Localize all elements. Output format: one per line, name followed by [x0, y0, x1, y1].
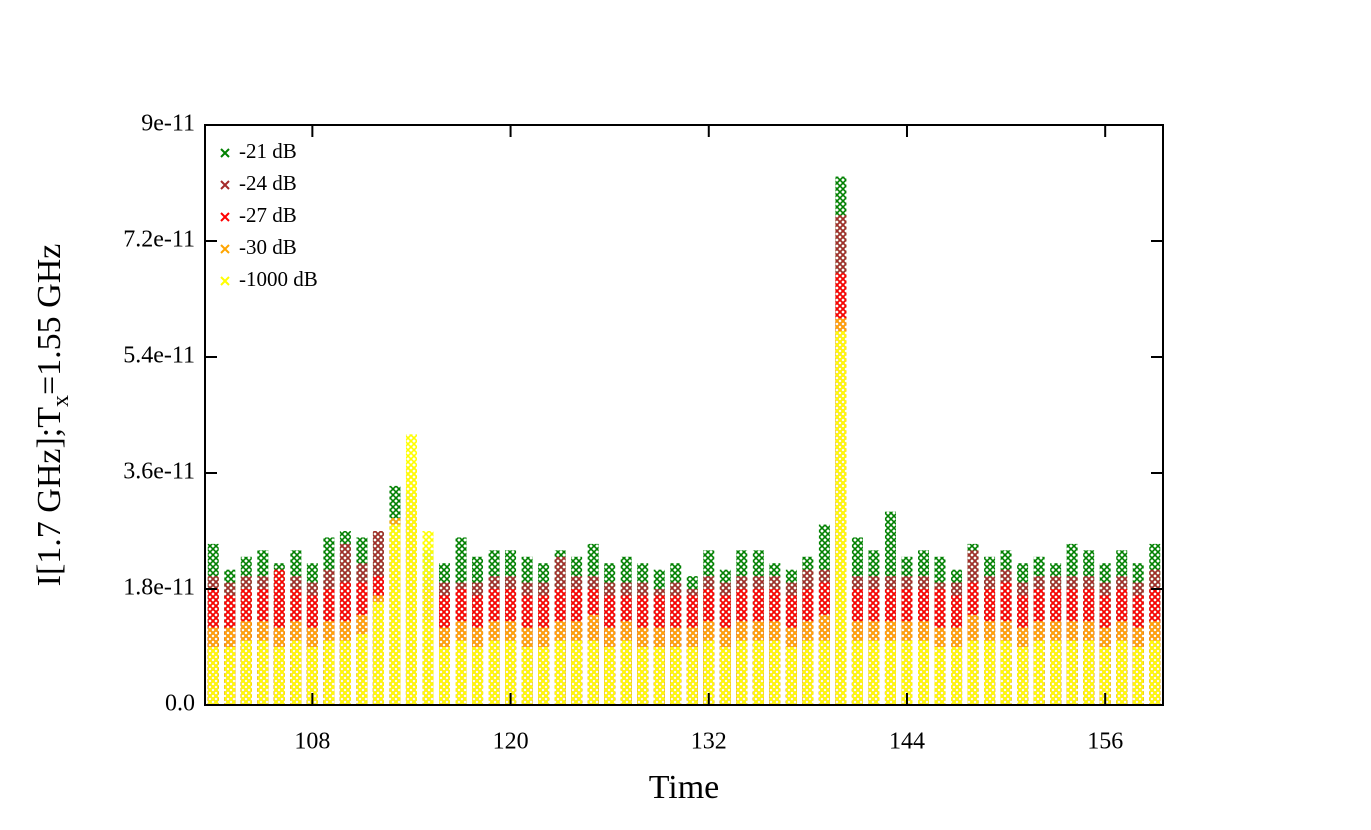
point-column — [323, 640, 335, 705]
point-column — [1000, 640, 1012, 705]
point-column — [224, 647, 236, 705]
y-label-sub: x — [48, 395, 74, 407]
x-tick-label: 120 — [493, 729, 529, 755]
point-column — [1033, 640, 1045, 705]
point-column — [918, 640, 929, 705]
point-column — [455, 640, 467, 705]
point-column — [1017, 647, 1029, 705]
point-column — [934, 647, 946, 705]
point-column — [686, 647, 698, 705]
legend-marker — [220, 276, 230, 286]
point-column — [1116, 640, 1128, 705]
point-column — [1132, 647, 1144, 705]
legend-label: -21 dB — [239, 139, 297, 163]
x-tick-label: 108 — [294, 729, 330, 755]
y-label-main: I[1.7 GHz];T — [31, 407, 68, 587]
point-column — [273, 647, 285, 705]
point-column — [620, 640, 632, 705]
legend-label: -1000 dB — [239, 267, 318, 291]
point-column — [868, 640, 880, 705]
point-column — [1066, 640, 1078, 705]
y-tick-label: 1.8e-11 — [123, 575, 195, 601]
legend-marker — [220, 244, 230, 254]
point-column — [521, 647, 533, 705]
point-column — [339, 640, 351, 705]
point-column — [703, 640, 715, 705]
point-column — [752, 640, 764, 705]
point-column — [554, 640, 566, 705]
point-column — [472, 647, 484, 705]
point-column — [306, 647, 318, 705]
point-column — [422, 531, 434, 705]
point-column — [851, 640, 863, 705]
y-label-tail: =1.55 GHz — [31, 244, 68, 395]
point-column — [1099, 647, 1111, 705]
point-column — [884, 640, 896, 705]
point-column — [240, 640, 252, 705]
legend-marker — [220, 212, 230, 222]
legend-marker — [220, 148, 230, 158]
y-axis-label: I[1.7 GHz];Tx=1.55 GHz — [31, 244, 74, 587]
point-column — [389, 524, 401, 705]
point-column — [670, 647, 682, 705]
point-column — [405, 434, 417, 705]
point-column — [1083, 640, 1095, 705]
point-column — [818, 640, 830, 705]
point-column — [488, 640, 500, 705]
point-column — [653, 647, 665, 705]
y-tick-label: 0.0 — [165, 691, 195, 717]
point-column — [719, 647, 731, 705]
point-column — [587, 640, 599, 705]
point-column — [984, 640, 996, 705]
point-column — [951, 647, 963, 705]
y-tick-label: 7.2e-11 — [123, 227, 195, 253]
point-column — [1149, 640, 1161, 705]
plot-frame — [204, 124, 1164, 706]
point-column — [967, 640, 979, 705]
y-tick-label: 5.4e-11 — [123, 343, 195, 369]
point-column — [290, 640, 302, 705]
point-column — [835, 331, 847, 705]
y-tick-label: 3.6e-11 — [123, 459, 195, 485]
point-column — [257, 640, 269, 705]
x-tick-label: 144 — [889, 729, 925, 755]
point-column — [356, 634, 368, 705]
legend-label: -30 dB — [239, 235, 297, 259]
point-column — [1050, 640, 1062, 705]
point-column — [769, 640, 781, 705]
legend-marker — [220, 180, 230, 190]
y-tick-label: 9e-11 — [141, 111, 195, 137]
point-column — [207, 647, 219, 705]
point-column — [505, 640, 517, 705]
legend-label: -24 dB — [239, 171, 297, 195]
x-tick-label: 132 — [691, 729, 727, 755]
point-column — [571, 640, 583, 705]
x-tick-label: 156 — [1087, 729, 1123, 755]
x-axis-label: Time — [649, 769, 720, 806]
point-column — [637, 647, 649, 705]
point-column — [372, 601, 384, 705]
legend-label: -27 dB — [239, 203, 297, 227]
point-column — [802, 640, 814, 705]
point-column — [785, 647, 797, 705]
point-column — [439, 647, 450, 705]
point-column — [736, 640, 748, 705]
point-column — [901, 640, 913, 705]
point-column — [604, 647, 616, 705]
point-column — [538, 647, 550, 705]
